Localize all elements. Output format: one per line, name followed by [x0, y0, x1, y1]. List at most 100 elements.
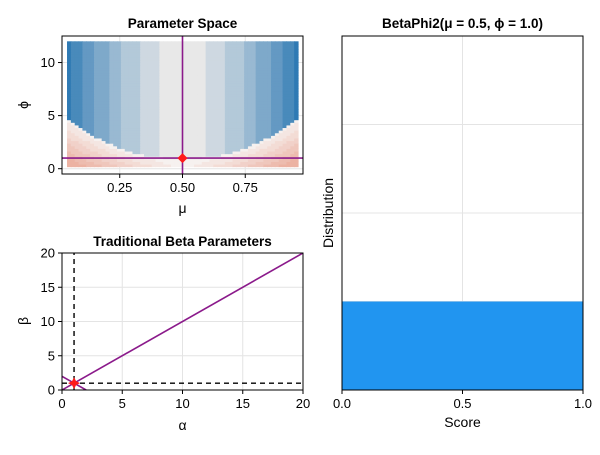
heatmap-cell [97, 137, 103, 142]
heatmap-cell [224, 116, 230, 121]
heatmap-cell [274, 85, 280, 89]
heatmap-cell [97, 163, 103, 168]
heatmap-cell [251, 140, 257, 144]
heatmap-cell [101, 137, 107, 142]
heatmap-cell [232, 59, 237, 63]
heatmap-cell [186, 130, 191, 134]
heatmap-cell [140, 96, 145, 100]
heatmap-cell [105, 124, 110, 129]
heatmap-cell [182, 77, 187, 82]
heatmap-cell [259, 56, 264, 61]
heatmap-cell [70, 153, 76, 157]
heatmap-cell [282, 101, 288, 105]
heatmap-cell [213, 116, 218, 121]
heatmap-cell [163, 124, 168, 129]
heatmap-cell [205, 163, 211, 168]
heatmap-cell [267, 145, 272, 149]
heatmap-cell [290, 127, 295, 131]
heatmap-cell [186, 132, 191, 136]
heatmap-cell [197, 41, 203, 45]
heatmap-cell [159, 98, 164, 102]
heatmap-cell [271, 140, 276, 144]
heatmap-cell [82, 85, 87, 89]
heatmap-cell [163, 83, 168, 87]
heatmap-cell [144, 46, 149, 50]
heatmap-cell [70, 51, 76, 55]
heatmap-cell [155, 88, 161, 92]
heatmap-cell [205, 109, 211, 113]
heatmap-cell [90, 98, 95, 102]
heatmap-cell [74, 140, 80, 144]
heatmap-cell [197, 43, 203, 48]
heatmap-cell [97, 49, 103, 53]
heatmap-cell [109, 130, 114, 134]
heatmap-cell [259, 46, 264, 50]
heatmap-cell [194, 109, 199, 113]
heatmap-cell [74, 64, 80, 69]
heatmap-cell [240, 49, 245, 53]
heatmap-cell [74, 43, 80, 48]
heatmap-cell [170, 46, 176, 50]
heatmap-cell [128, 122, 134, 126]
heatmap-cell [97, 127, 103, 131]
heatmap-cell [117, 59, 122, 63]
heatmap-cell [267, 83, 272, 87]
heatmap-cell [144, 67, 149, 71]
heatmap-cell [178, 72, 184, 76]
heatmap-cell [140, 130, 145, 134]
heatmap-cell [271, 93, 276, 97]
heatmap-cell [113, 43, 118, 48]
heatmap-cell [82, 101, 87, 105]
heatmap-cell [255, 83, 261, 87]
heatmap-cell [78, 163, 84, 168]
heatmap-cell [220, 130, 226, 134]
heatmap-cell [201, 161, 207, 165]
heatmap-cell [205, 98, 211, 102]
heatmap-cell [217, 116, 222, 121]
heatmap-cell [120, 122, 126, 126]
heatmap-cell [186, 145, 191, 149]
heatmap-cell [232, 49, 237, 53]
heatmap-cell [167, 153, 172, 157]
heatmap-cell [244, 54, 249, 58]
heatmap-cell [240, 116, 245, 121]
heatmap-cell [197, 161, 203, 165]
heatmap-cell [117, 46, 122, 50]
heatmap-cell [159, 85, 164, 89]
heatmap-cell [217, 93, 222, 97]
heatmap-cell [86, 103, 91, 108]
parameter-space-x-label: μ [178, 200, 186, 216]
heatmap-cell [155, 153, 161, 157]
heatmap-cell [267, 41, 272, 45]
heatmap-cell [251, 85, 257, 89]
heatmap-cell [190, 85, 195, 89]
heatmap-cell [286, 148, 291, 152]
heatmap-cell [86, 83, 91, 87]
heatmap-cell [97, 145, 103, 149]
heatmap-cell [140, 153, 145, 157]
heatmap-cell [105, 148, 110, 152]
heatmap-cell [163, 64, 168, 69]
heatmap-cell [155, 64, 161, 69]
heatmap-cell [105, 103, 110, 108]
heatmap-cell [263, 93, 268, 97]
heatmap-cell [140, 67, 145, 71]
heatmap-cell [97, 161, 103, 165]
heatmap-cell [97, 88, 103, 92]
heatmap-cell [213, 67, 218, 71]
heatmap-cell [236, 119, 241, 123]
heatmap-cell [286, 64, 291, 69]
heatmap-cell [109, 122, 114, 126]
heatmap-cell [271, 106, 276, 110]
heatmap-cell [97, 51, 103, 55]
heatmap-cell [247, 54, 253, 58]
heatmap-cell [294, 122, 299, 126]
heatmap-cell [124, 85, 130, 89]
heatmap-cell [101, 64, 107, 69]
heatmap-cell [120, 161, 126, 165]
heatmap-cell [255, 153, 261, 157]
heatmap-cell [217, 130, 222, 134]
heatmap-cell [294, 132, 299, 136]
heatmap-cell [155, 150, 161, 155]
y-tick-label: 15 [41, 280, 55, 295]
